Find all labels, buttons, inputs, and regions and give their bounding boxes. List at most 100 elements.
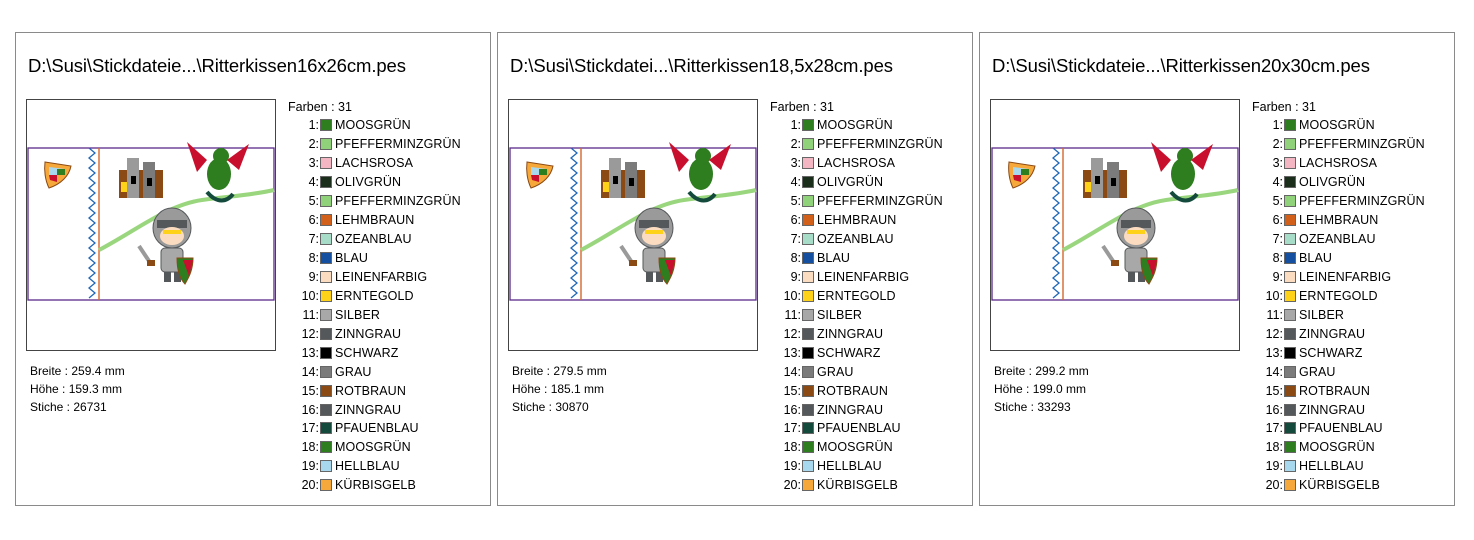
color-row: 8: BLAU	[770, 249, 943, 268]
color-swatch	[802, 233, 814, 246]
color-swatch	[802, 270, 814, 283]
color-index: 7:	[1272, 232, 1283, 247]
color-name: LEINENFARBIG	[1299, 269, 1392, 284]
color-swatch	[1284, 308, 1296, 321]
color-name: ZINNGRAU	[335, 402, 402, 417]
color-swatch	[320, 214, 332, 227]
color-name: LEHMBRAUN	[1299, 213, 1379, 228]
color-row: 4: OLIVGRÜN	[770, 173, 943, 192]
color-name: GRAU	[1299, 364, 1336, 379]
color-swatch	[1284, 346, 1296, 359]
color-index: 3:	[308, 156, 319, 171]
file-path-title: D:\Susi\Stickdateie...\Ritterkissen20x30…	[992, 55, 1370, 76]
color-index: 12:	[301, 326, 319, 341]
color-name: PFAUENBLAU	[335, 421, 419, 436]
color-row: 18: MOOSGRÜN	[770, 438, 943, 457]
color-name: LEHMBRAUN	[817, 213, 897, 228]
color-row: 2: PFEFFERMINZGRÜN	[770, 135, 943, 154]
color-name: SCHWARZ	[817, 345, 881, 360]
color-index: 11:	[1266, 307, 1283, 322]
color-index: 20:	[783, 478, 801, 493]
color-row: 5: PFEFFERMINZGRÜN	[1252, 192, 1425, 211]
color-name: MOOSGRÜN	[335, 118, 411, 133]
design-dimensions: Breite : 259.4 mm Höhe : 159.3 mm Stiche…	[30, 362, 125, 416]
color-row: 10: ERNTEGOLD	[770, 286, 943, 305]
color-swatch	[320, 365, 332, 378]
color-swatch	[320, 460, 332, 473]
color-list: Farben : 31 1: MOOSGRÜN 2: PFEFFERMINZGR…	[288, 98, 461, 495]
color-row: 5: PFEFFERMINZGRÜN	[288, 192, 461, 211]
color-index: 18:	[783, 440, 801, 455]
color-swatch	[320, 289, 332, 302]
color-swatch	[1284, 327, 1296, 340]
color-index: 20:	[1265, 478, 1283, 493]
color-index: 2:	[1272, 137, 1283, 152]
color-name: LACHSROSA	[817, 156, 896, 171]
design-dimensions: Breite : 279.5 mm Höhe : 185.1 mm Stiche…	[512, 362, 607, 416]
color-swatch	[802, 157, 814, 170]
height-text: Höhe : 159.3 mm	[30, 382, 123, 396]
color-index: 9:	[1272, 269, 1283, 284]
color-name: GRAU	[335, 364, 372, 379]
design-preview	[26, 99, 276, 351]
color-row: 15: ROTBRAUN	[288, 381, 461, 400]
color-index: 18:	[1265, 440, 1283, 455]
color-swatch	[1284, 289, 1296, 302]
color-swatch	[1284, 233, 1296, 246]
color-swatch	[320, 441, 332, 454]
color-index: 2:	[790, 137, 801, 152]
color-index: 16:	[1265, 402, 1283, 417]
color-index: 4:	[308, 175, 319, 190]
embroidery-preview-image	[509, 142, 757, 301]
color-row: 1: MOOSGRÜN	[1252, 116, 1425, 135]
color-name: OZEANBLAU	[1299, 232, 1376, 247]
stitch-count-text: Stiche : 30870	[512, 400, 589, 414]
color-name: SILBER	[1299, 307, 1345, 322]
color-row: 15: ROTBRAUN	[1252, 381, 1425, 400]
height-text: Höhe : 199.0 mm	[994, 382, 1087, 396]
color-swatch	[320, 403, 332, 416]
color-index: 20:	[301, 478, 319, 493]
color-name: HELLBLAU	[1299, 459, 1364, 474]
color-name: BLAU	[1299, 251, 1333, 266]
color-swatch	[320, 157, 332, 170]
color-index: 4:	[790, 175, 801, 190]
color-row: 2: PFEFFERMINZGRÜN	[288, 135, 461, 154]
color-row: 12: ZINNGRAU	[1252, 324, 1425, 343]
color-swatch	[802, 176, 814, 189]
color-index: 17:	[1265, 421, 1283, 436]
color-row: 15: ROTBRAUN	[770, 381, 943, 400]
color-name: ZINNGRAU	[1299, 326, 1366, 341]
color-swatch	[320, 119, 332, 132]
color-swatch	[320, 346, 332, 359]
color-index: 10:	[783, 288, 801, 303]
color-row: 20: KÜRBISGELB	[1252, 476, 1425, 495]
color-swatch	[802, 422, 814, 435]
color-row: 6: LEHMBRAUN	[1252, 211, 1425, 230]
color-index: 16:	[301, 402, 319, 417]
color-index: 10:	[301, 288, 319, 303]
color-index: 14:	[1265, 364, 1283, 379]
color-index: 3:	[790, 156, 801, 171]
height-text: Höhe : 185.1 mm	[512, 382, 605, 396]
color-row: 19: HELLBLAU	[1252, 457, 1425, 476]
color-swatch	[320, 138, 332, 151]
color-swatch	[802, 384, 814, 397]
color-index: 15:	[301, 383, 319, 398]
color-name: MOOSGRÜN	[335, 440, 411, 455]
color-name: ZINNGRAU	[817, 326, 884, 341]
design-panel: D:\Susi\Stickdateie...\Ritterkissen16x26…	[15, 32, 491, 506]
color-index: 5:	[790, 194, 801, 209]
color-name: LEHMBRAUN	[335, 213, 415, 228]
color-row: 16: ZINNGRAU	[770, 400, 943, 419]
color-row: 11: SILBER	[288, 305, 461, 324]
color-name: KÜRBISGELB	[335, 478, 416, 493]
color-swatch	[1284, 138, 1296, 151]
color-swatch	[802, 365, 814, 378]
color-row: 13: SCHWARZ	[288, 343, 461, 362]
color-count: Farben : 31	[770, 100, 834, 114]
color-row: 14: GRAU	[288, 362, 461, 381]
color-row: 12: ZINNGRAU	[770, 324, 943, 343]
color-name: PFEFFERMINZGRÜN	[335, 194, 461, 209]
design-dimensions: Breite : 299.2 mm Höhe : 199.0 mm Stiche…	[994, 362, 1089, 416]
